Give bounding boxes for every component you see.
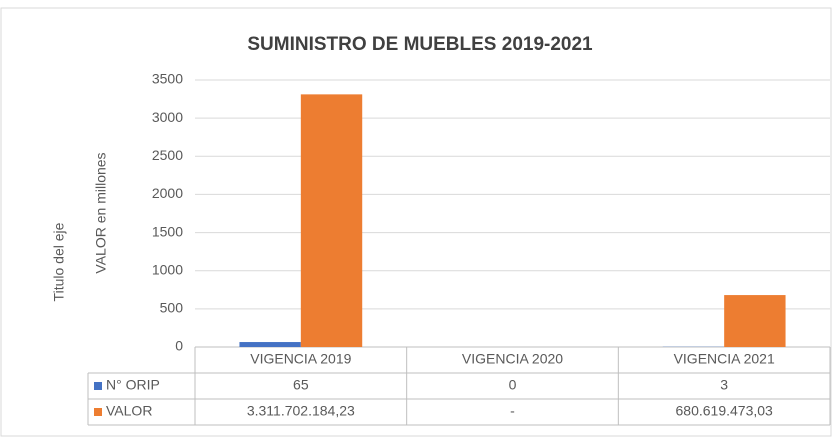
y-axis-title: VALOR en millones [93,152,109,273]
legend-swatch [94,382,102,390]
x-tick-label: VIGENCIA 2019 [250,351,351,367]
y2-axis-title: Titulo del eje [51,222,67,301]
y-tick-label: 3000 [152,109,183,125]
table-value: 680.619.473,03 [676,403,774,419]
y-tick-label: 0 [175,338,183,354]
legend-label: VALOR [106,403,152,419]
legend-label: N° ORIP [106,377,160,393]
chart-frame [0,7,832,437]
legend-swatch [94,408,102,416]
chart-title: SUMINISTRO DE MUEBLES 2019-2021 [247,34,593,55]
bar [239,342,301,347]
bar [724,295,786,347]
y-tick-label: 1500 [152,223,183,239]
y-tick-label: 500 [160,300,184,316]
table-value: - [510,403,515,419]
y-tick-label: 3500 [152,71,183,87]
table-value: 3.311.702.184,23 [247,403,355,419]
y-tick-label: 2500 [152,147,183,163]
bar [300,94,363,347]
x-tick-label: VIGENCIA 2021 [674,351,775,367]
x-tick-label: VIGENCIA 2020 [462,351,563,367]
table-value: 65 [293,377,309,393]
table-value: 3 [720,377,728,393]
table-value: 0 [509,377,517,393]
y-tick-label: 2000 [152,185,183,201]
y-tick-label: 1000 [152,261,183,277]
